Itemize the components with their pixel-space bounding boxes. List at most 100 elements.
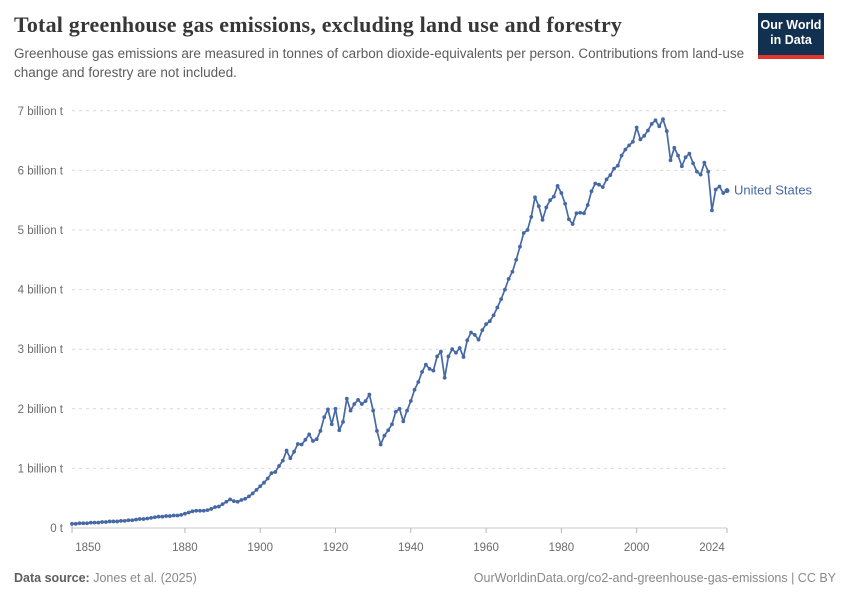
data-point	[480, 328, 485, 333]
data-point	[194, 508, 199, 513]
data-point	[563, 201, 568, 206]
data-point	[604, 177, 609, 182]
data-point	[559, 191, 564, 195]
data-point	[442, 375, 447, 380]
data-point	[397, 406, 402, 411]
data-point	[525, 228, 530, 232]
attribution-link[interactable]: OurWorldinData.org/co2-and-greenhouse-ga…	[473, 571, 836, 585]
data-point	[431, 368, 436, 373]
chart-subtitle: Greenhouse gas emissions are measured in…	[14, 46, 745, 81]
data-point	[570, 222, 575, 226]
data-point	[224, 499, 229, 504]
data-point	[277, 464, 281, 468]
data-point	[698, 172, 703, 177]
data-point	[175, 513, 180, 518]
data-point	[160, 514, 165, 519]
data-point	[683, 155, 688, 160]
data-point	[254, 487, 259, 492]
data-point	[638, 137, 643, 142]
data-point	[205, 508, 210, 513]
data-point	[476, 337, 481, 342]
owid-logo-line1: Our World	[760, 18, 822, 32]
data-point	[299, 442, 304, 447]
data-point	[363, 399, 368, 403]
data-point	[702, 160, 707, 165]
x-axis-label: 1980	[549, 542, 575, 554]
data-point	[578, 210, 583, 215]
data-point	[126, 518, 131, 523]
data-point	[423, 362, 428, 367]
y-axis-label: 1 billion t	[18, 463, 64, 475]
data-point	[186, 510, 191, 515]
data-point	[258, 484, 263, 489]
data-point	[81, 521, 86, 526]
data-point	[122, 518, 127, 523]
emissions-line[interactable]	[72, 118, 728, 525]
data-point	[668, 158, 673, 163]
data-point	[209, 507, 214, 511]
data-point	[495, 305, 500, 310]
data-point	[420, 369, 424, 374]
data-point	[514, 257, 519, 262]
data-point	[461, 355, 466, 359]
y-axis-label: 5 billion t	[18, 225, 64, 237]
data-point	[694, 169, 699, 174]
data-point	[284, 448, 289, 453]
x-axis-label: 2024	[699, 542, 725, 554]
data-point	[73, 521, 78, 526]
data-point	[593, 181, 598, 186]
series-label-united-states[interactable]: United States	[734, 183, 813, 198]
data-point	[228, 497, 233, 502]
data-point	[247, 494, 251, 499]
data-point	[687, 151, 692, 156]
data-point	[661, 117, 665, 122]
data-point	[536, 204, 541, 209]
data-point	[303, 437, 308, 442]
data-point	[375, 428, 379, 433]
data-point	[642, 133, 647, 138]
y-axis-label: 4 billion t	[18, 285, 64, 297]
data-point	[231, 499, 236, 504]
data-point	[288, 456, 293, 461]
data-point	[386, 428, 391, 433]
x-axis-label: 1900	[247, 542, 273, 554]
data-point	[457, 346, 462, 350]
chart-footer: Data source: Jones et al. (2025) OurWorl…	[14, 567, 836, 589]
chart-header: Total greenhouse gas emissions, excludin…	[14, 12, 836, 83]
y-axis-label: 0 t	[50, 523, 64, 535]
owid-logo[interactable]: Our World in Data	[758, 13, 824, 59]
x-axis-label: 1960	[473, 542, 499, 554]
x-axis-label: 1940	[398, 542, 424, 554]
data-point	[503, 287, 507, 292]
data-point	[119, 518, 123, 523]
data-point	[216, 504, 221, 509]
data-point	[348, 408, 353, 413]
data-point	[439, 349, 443, 354]
data-point	[589, 189, 594, 194]
data-point	[337, 428, 342, 433]
data-point	[269, 471, 274, 476]
data-point	[239, 498, 244, 502]
data-point	[619, 153, 624, 158]
data-source-label: Data source:	[14, 571, 90, 585]
owid-logo-line2: in Data	[770, 33, 812, 47]
data-point	[706, 169, 711, 174]
data-point	[179, 512, 184, 517]
data-point	[608, 173, 613, 178]
data-point	[329, 422, 334, 427]
data-point	[92, 520, 97, 525]
data-point	[713, 187, 718, 192]
data-point	[107, 519, 112, 524]
data-point	[499, 297, 504, 302]
data-point	[450, 347, 455, 352]
data-point	[371, 408, 376, 413]
data-point	[292, 449, 296, 454]
data-point	[446, 354, 451, 359]
data-point	[615, 163, 620, 168]
data-point	[623, 147, 628, 152]
data-point	[280, 458, 285, 463]
data-point	[540, 217, 545, 222]
data-point	[322, 415, 327, 420]
data-source: Data source: Jones et al. (2025)	[14, 571, 197, 585]
data-point	[555, 183, 560, 188]
